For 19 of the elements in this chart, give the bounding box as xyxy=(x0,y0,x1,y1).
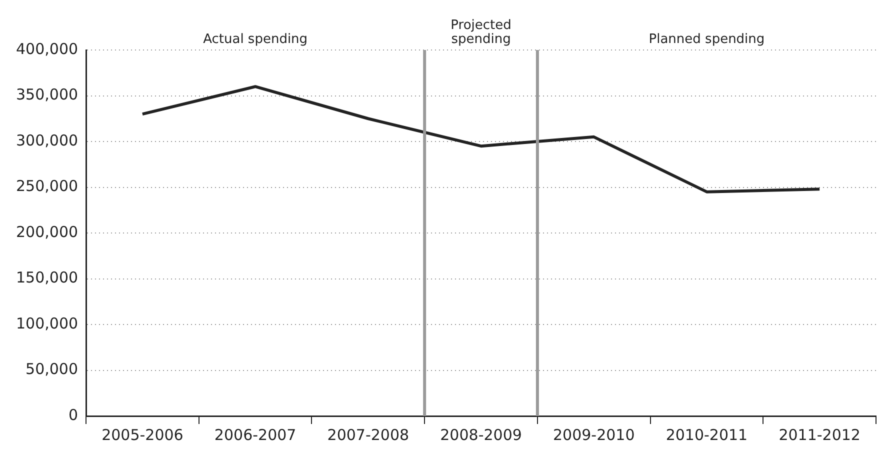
y-tick-label: 100,000 xyxy=(16,314,78,332)
x-tick-label: 2011-2012 xyxy=(778,426,860,444)
x-tick-label: 2006-2007 xyxy=(214,426,296,444)
y-tick-label: 400,000 xyxy=(16,40,78,58)
y-tick-label: 250,000 xyxy=(16,177,78,196)
x-tick-label: 2010-2011 xyxy=(666,426,748,444)
x-tick-label: 2008-2009 xyxy=(440,426,522,444)
y-tick-label: 0 xyxy=(68,406,78,424)
x-tick-label: 2007-2008 xyxy=(327,426,410,444)
y-tick-label: 350,000 xyxy=(16,86,78,104)
text: Projected spending xyxy=(450,18,512,47)
x-tick-label: 2005-2006 xyxy=(102,426,184,444)
y-tick-label: 50,000 xyxy=(26,360,78,378)
y-tick-label: 200,000 xyxy=(16,222,78,241)
y-tick-label: 150,000 xyxy=(16,268,78,287)
text: Planned spending xyxy=(648,32,765,47)
x-tick-label: 2009-2010 xyxy=(552,426,635,444)
y-tick-label: 300,000 xyxy=(16,131,78,150)
text: Actual spending xyxy=(203,32,308,47)
